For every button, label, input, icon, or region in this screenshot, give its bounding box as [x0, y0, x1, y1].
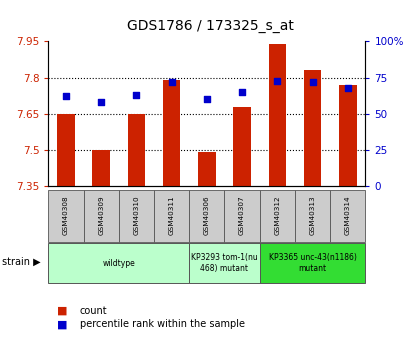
FancyBboxPatch shape [154, 190, 189, 242]
FancyBboxPatch shape [295, 190, 330, 242]
Text: GSM40307: GSM40307 [239, 196, 245, 235]
Bar [268, 44, 286, 186]
FancyBboxPatch shape [224, 190, 260, 242]
Text: GSM40313: GSM40313 [310, 196, 315, 235]
Text: strain ▶: strain ▶ [2, 257, 41, 267]
Text: GSM40314: GSM40314 [345, 196, 351, 235]
Text: GSM40310: GSM40310 [134, 196, 139, 235]
FancyBboxPatch shape [84, 190, 119, 242]
Point [133, 92, 140, 98]
FancyBboxPatch shape [260, 243, 365, 283]
Point [309, 79, 316, 85]
Point [239, 89, 245, 95]
Point [344, 85, 351, 90]
FancyBboxPatch shape [189, 243, 260, 283]
Text: ■: ■ [57, 319, 67, 329]
FancyBboxPatch shape [119, 190, 154, 242]
Bar [57, 114, 75, 186]
FancyBboxPatch shape [260, 190, 295, 242]
Bar [198, 152, 215, 186]
Text: GSM40309: GSM40309 [98, 196, 104, 235]
Bar [339, 85, 357, 186]
Text: GSM40311: GSM40311 [168, 196, 175, 235]
Bar [163, 80, 181, 186]
FancyBboxPatch shape [48, 243, 189, 283]
Text: count: count [80, 306, 108, 315]
Point [63, 94, 69, 99]
Text: GDS1786 / 173325_s_at: GDS1786 / 173325_s_at [126, 19, 294, 33]
Text: KP3293 tom-1(nu
468) mutant: KP3293 tom-1(nu 468) mutant [191, 253, 258, 273]
Text: wildtype: wildtype [102, 258, 135, 268]
Bar [304, 70, 321, 186]
Bar [92, 150, 110, 186]
Text: KP3365 unc-43(n1186)
mutant: KP3365 unc-43(n1186) mutant [269, 253, 357, 273]
FancyBboxPatch shape [189, 190, 224, 242]
FancyBboxPatch shape [48, 190, 84, 242]
Point [168, 79, 175, 85]
Text: GSM40312: GSM40312 [274, 196, 280, 235]
Bar [128, 114, 145, 186]
Text: GSM40308: GSM40308 [63, 196, 69, 235]
FancyBboxPatch shape [330, 190, 365, 242]
Bar [233, 107, 251, 186]
Point [274, 78, 281, 83]
Text: percentile rank within the sample: percentile rank within the sample [80, 319, 245, 329]
Point [203, 97, 210, 102]
Text: GSM40306: GSM40306 [204, 196, 210, 235]
Point [98, 99, 105, 105]
Text: ■: ■ [57, 306, 67, 315]
